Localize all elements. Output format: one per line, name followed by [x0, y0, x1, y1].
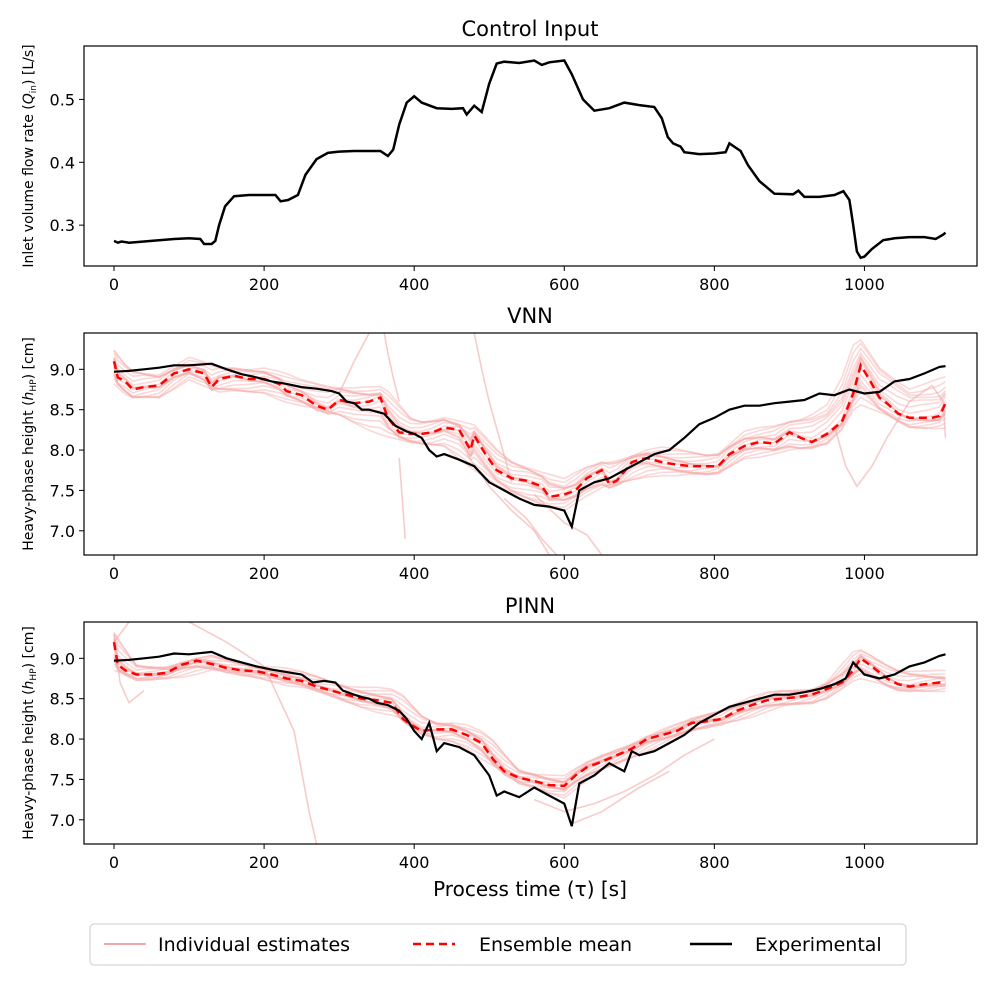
x-tick-label: 800	[699, 275, 730, 294]
y-tick-label: 0.3	[50, 216, 75, 235]
individual-estimate-line	[113, 640, 946, 783]
individual-estimate-line	[113, 376, 946, 509]
legend-label-mean: Ensemble mean	[479, 934, 632, 956]
individual-estimate-line	[113, 371, 947, 501]
axes-frame	[83, 45, 978, 267]
panel-title: PINN	[505, 594, 555, 618]
plot-area	[112, 333, 947, 555]
y-tick-label: 7.0	[50, 811, 75, 830]
plot-area	[113, 59, 947, 260]
individual-estimate-line	[113, 354, 947, 490]
x-tick-label: 200	[249, 275, 280, 294]
x-axis-label: Process time (τ) [s]	[433, 877, 627, 901]
panel-title: Control Input	[462, 17, 599, 41]
panel-pinn: PINN Heavy-phase height (hHP) [cm] Proce…	[21, 594, 978, 901]
individual-estimate-line	[113, 366, 947, 501]
individual-estimate-line	[113, 347, 947, 488]
y-axis-label: Heavy-phase height (hHP) [cm]	[21, 626, 39, 840]
x-tick-label: 200	[249, 853, 280, 872]
individual-estimate-outlier-line	[113, 622, 130, 643]
x-tick-label: 800	[699, 853, 730, 872]
y-tick-label: 8.0	[50, 441, 75, 460]
x-tick-label: 1000	[844, 564, 885, 583]
individual-estimate-line	[113, 658, 946, 791]
individual-estimate-outlier-line	[338, 333, 370, 394]
individual-estimate-line	[113, 632, 946, 780]
y-tick-label: 7.5	[50, 770, 75, 789]
experimental-line	[113, 362, 946, 531]
y-tick-label: 8.5	[50, 690, 75, 709]
y-axis-label: Inlet volume flow rate (Qin) [L/s]	[21, 44, 39, 267]
panel-control-input: Control Input Inlet volume flow rate (Qi…	[21, 17, 978, 294]
x-tick-label: 0	[109, 853, 119, 872]
x-tick-label: 0	[109, 564, 119, 583]
y-tick-label: 0.4	[50, 153, 75, 172]
x-tick-label: 600	[549, 564, 580, 583]
ensemble-mean-line	[112, 361, 947, 499]
x-tick-label: 0	[109, 275, 119, 294]
y-tick-label: 8.0	[50, 730, 75, 749]
individual-estimate-line	[113, 356, 947, 493]
series-group	[112, 622, 946, 844]
panel-title: VNN	[507, 304, 553, 328]
series-group	[112, 333, 947, 555]
x-tick-label: 200	[249, 564, 280, 583]
x-tick-label: 1000	[844, 275, 885, 294]
individual-estimate-line	[113, 378, 946, 512]
y-tick-label: 0.5	[50, 90, 75, 109]
x-tick-label: 400	[399, 275, 430, 294]
individual-estimate-line	[113, 638, 946, 785]
individual-estimate-line	[113, 372, 946, 505]
individual-estimate-outlier-line	[833, 384, 947, 488]
x-tick-label: 600	[549, 275, 580, 294]
x-tick-label: 400	[399, 853, 430, 872]
y-tick-label: 9.0	[50, 360, 75, 379]
individual-estimate-outlier-line	[383, 333, 400, 402]
ensemble-mean-line	[112, 641, 946, 788]
axes-frame	[83, 332, 978, 556]
y-tick-label: 7.0	[50, 522, 75, 541]
individual-estimate-outlier-line	[503, 497, 558, 555]
plot-area	[112, 622, 946, 844]
individual-estimate-line	[113, 338, 946, 480]
legend-label-individual: Individual estimates	[158, 934, 350, 956]
legend: Individual estimates Ensemble mean Exper…	[89, 923, 907, 966]
individual-estimate-line	[113, 669, 946, 799]
individual-estimate-line	[113, 640, 946, 784]
individual-estimate-outlier-line	[188, 622, 318, 844]
individual-estimate-line	[113, 351, 947, 490]
y-tick-label: 8.5	[50, 401, 75, 420]
y-tick-label: 9.0	[50, 649, 75, 668]
individual-estimate-line	[113, 632, 946, 777]
control-input-line	[113, 59, 947, 260]
legend-frame	[89, 923, 907, 966]
legend-label-experimental: Experimental	[755, 934, 882, 956]
panel-vnn: VNN Heavy-phase height (hHP) [cm] 0 200 40…	[21, 304, 978, 583]
axes-frame	[83, 621, 978, 845]
individual-estimate-line	[113, 370, 947, 501]
individual-estimate-outlier-line	[473, 333, 513, 483]
individual-estimate-line	[113, 634, 946, 783]
individual-estimate-outlier-line	[398, 458, 406, 539]
individual-estimate-line	[113, 664, 946, 797]
x-tick-label: 600	[549, 853, 580, 872]
series-group	[113, 59, 947, 260]
individual-estimate-outlier-line	[533, 493, 603, 555]
x-tick-label: 1000	[844, 853, 885, 872]
y-axis-label: Heavy-phase height (hHP) [cm]	[21, 337, 39, 551]
individual-estimate-line	[113, 656, 946, 790]
individual-estimate-line	[113, 660, 946, 793]
individual-estimate-outlier-line	[571, 770, 670, 825]
x-tick-label: 800	[699, 564, 730, 583]
individual-estimate-line	[113, 341, 946, 484]
individual-estimate-line	[113, 361, 947, 501]
individual-estimate-outlier-line	[534, 738, 715, 813]
experimental-line	[113, 650, 946, 827]
y-tick-label: 7.5	[50, 481, 75, 500]
x-tick-label: 400	[399, 564, 430, 583]
